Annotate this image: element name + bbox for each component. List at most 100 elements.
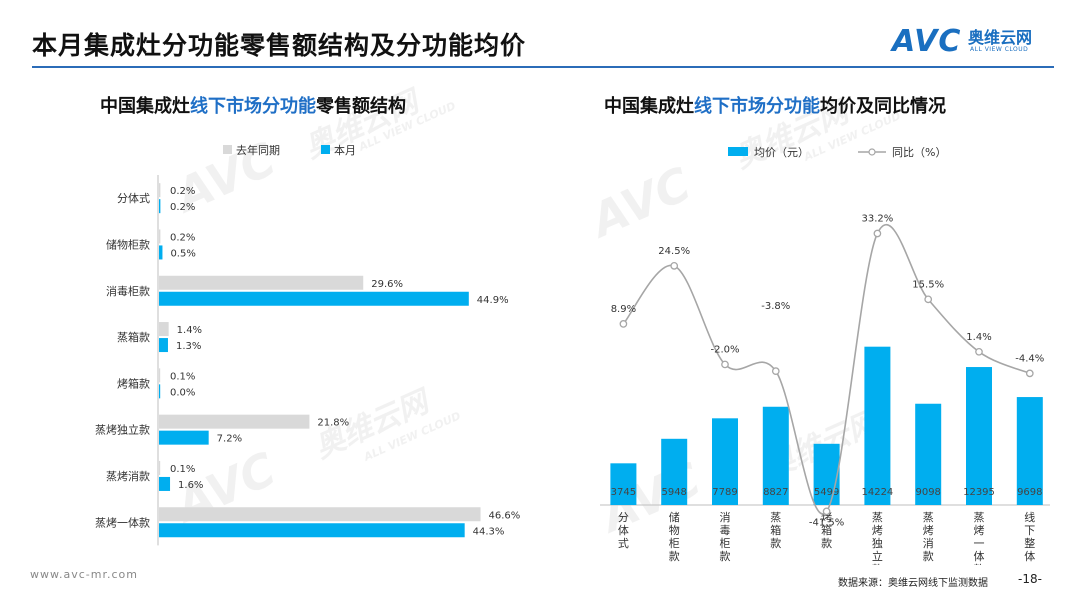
yoy-label: 33.2% [862,213,894,224]
bar-this-month [159,245,163,260]
footer-url: www.avc-mr.com [30,568,138,581]
bar-value-label: 8827 [763,487,788,498]
bar-this-month [159,384,161,399]
bar-value-label: 14224 [861,487,893,498]
category-label: 蒸烤独立款 [872,511,883,565]
category-label: 分体式 [618,511,629,550]
logo-name-en: ALL VIEW CLOUD [970,46,1029,53]
bar-last-year [159,322,169,337]
yoy-label: -41.5% [809,517,844,528]
bar-value-label: 3745 [611,487,636,498]
category-label: 蒸烤独立款 [95,423,150,437]
bar-this-month [159,430,209,445]
category-label: 蒸烤消款 [923,511,934,563]
bar-value-label: 5948 [661,487,686,498]
yoy-label: -4.4% [1015,353,1044,364]
bar-average-price [864,346,891,505]
yoy-label: -3.8% [761,301,790,312]
data-label-this-month: 44.3% [473,526,505,537]
right-chart-title: 中国集成灶线下市场分功能均价及同比情况 [604,92,946,118]
legend-label-yoy: 同比（%） [892,146,946,159]
yoy-label: -2.0% [710,344,739,355]
bar-last-year [159,275,364,290]
category-label: 蒸烤消款 [106,469,150,483]
bar-this-month [159,338,168,353]
logo-name-cn: 奥维云网 [968,28,1033,47]
yoy-point [619,320,628,328]
bar-this-month [159,291,469,306]
category-label: 蒸箱款 [117,330,150,344]
page-title: 本月集成灶分功能零售额结构及分功能均价 [32,31,527,60]
category-label: 消毒柜款 [720,510,731,563]
category-label: 蒸箱款 [770,511,781,550]
yoy-label: 8.9% [611,304,636,315]
bar-value-label: 5499 [814,487,839,498]
category-label: 烤箱款 [117,376,150,390]
left-chart-title: 中国集成灶线下市场分功能零售额结构 [100,92,406,118]
yoy-point [670,262,679,270]
data-source: 数据来源：奥维云网线下监测数据 [838,578,988,589]
bar-average-price [813,443,840,505]
data-label-this-month: 7.2% [217,434,242,445]
data-label-last-year: 1.4% [177,325,202,336]
bar-value-label: 12395 [963,487,995,498]
bar-this-month [159,523,465,538]
yoy-point [771,367,780,375]
data-label-last-year: 29.6% [371,279,403,290]
category-label: 分体式 [117,191,150,205]
legend-label-last-year: 去年同期 [236,143,280,157]
bar-average-price [661,438,688,505]
logo-mark: AVC [892,24,962,59]
category-label: 烤箱款 [821,510,832,550]
yoy-point [721,360,729,369]
category-label: 消毒柜款 [106,284,150,298]
legend-swatch-last-year [223,145,232,154]
data-label-last-year: 21.8% [317,418,349,429]
bar-last-year [159,460,161,475]
yoy-point [873,229,882,238]
legend-swatch-price [728,147,748,156]
category-label: 线下整体 [1024,510,1035,563]
legend-marker-yoy [868,148,876,156]
legend-label-this-month: 本月 [334,143,356,157]
legend-swatch-this-month [321,145,330,154]
data-label-this-month: 1.6% [178,480,203,491]
yoy-point [924,295,933,304]
bar-value-label: 9098 [915,487,940,498]
yoy-point [975,347,983,356]
yoy-point [1025,369,1034,378]
data-label-this-month: 1.3% [176,341,201,352]
data-label-last-year: 0.2% [170,232,195,243]
yoy-label: 1.4% [966,332,991,343]
title-divider [32,66,1054,68]
right-title-highlight: 线下市场分功能 [694,96,820,117]
category-label: 储物柜款 [669,510,680,563]
left-title-part1: 中国集成灶 [100,96,190,117]
category-label: 储物柜款 [106,237,150,251]
data-label-last-year: 0.1% [170,464,195,475]
bar-average-price [1016,397,1043,505]
data-label-this-month: 44.9% [477,295,509,306]
bar-this-month [159,199,161,214]
yoy-label: 24.5% [658,246,690,257]
bar-last-year [159,414,310,429]
category-label: 蒸烤一体款 [95,515,150,529]
yoy-label: 15.5% [912,279,944,290]
left-title-highlight: 线下市场分功能 [190,96,316,117]
category-label: 蒸烤一体款 [974,511,985,565]
bar-value-label: 9698 [1017,487,1042,498]
right-combo-chart: 均价（元） 同比（%） 3745 分体式 5948 储物柜款 7789 消毒柜款 8827 蒸箱款… [600,146,1050,565]
bar-value-label: 7789 [712,487,737,498]
left-title-part2: 零售额结构 [316,96,406,117]
yoy-point [822,507,831,516]
data-label-last-year: 46.6% [489,510,521,521]
legend-label-price: 均价（元） [754,146,809,159]
data-label-this-month: 0.0% [170,387,195,398]
bar-average-price [712,418,738,505]
data-label-this-month: 0.2% [170,202,195,213]
data-label-this-month: 0.5% [170,248,195,259]
bar-last-year [159,183,161,198]
right-title-part1: 中国集成灶 [604,96,694,117]
bar-average-price [915,403,942,505]
